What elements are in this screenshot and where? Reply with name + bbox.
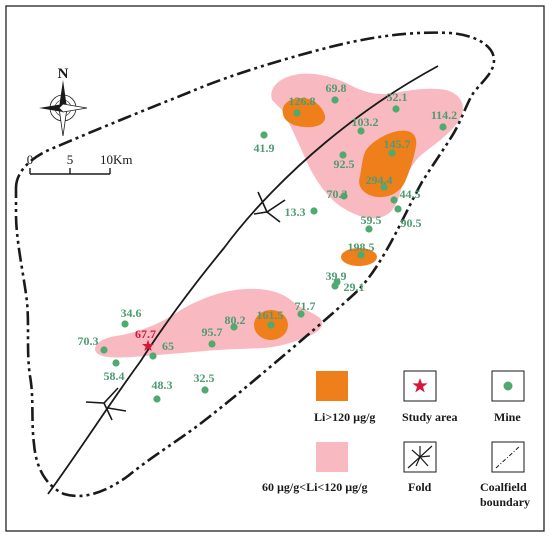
mine-dot [149, 352, 157, 360]
compass-west-needle [39, 104, 67, 112]
study-area-star [142, 339, 154, 351]
mine-dot [267, 321, 275, 329]
mine-value-label: 32.5 [194, 371, 215, 385]
mine-value-label: 80.2 [225, 313, 246, 327]
legend-fold-label: Fold [408, 480, 432, 494]
orange-zone-126 [282, 98, 326, 128]
mine-value-label: 126.8 [289, 94, 316, 108]
mine-value-label: 69.8 [326, 81, 347, 95]
orange-zone-145 [359, 130, 417, 198]
fold-symbol-south [85, 387, 127, 421]
mine-dot [331, 96, 339, 104]
legend-boundary-label-1: Coalfield [480, 480, 527, 494]
mine-dot [153, 395, 161, 403]
mine-value-label: 41.9 [254, 141, 275, 155]
mine-dot [390, 196, 398, 204]
mine-dot [201, 386, 209, 394]
mine-dot [112, 359, 120, 367]
mine-value-label: 58.4 [104, 369, 125, 383]
mine-value-label: 48.3 [152, 378, 173, 392]
mine-value-label: 70.3 [78, 334, 99, 348]
north-label: N [58, 66, 69, 82]
mine-dot [260, 131, 268, 139]
fold-symbol-north [253, 191, 286, 223]
mine-value-label: 114.2 [431, 108, 457, 122]
mine-value-label: 71.7 [295, 299, 316, 313]
map-frame [5, 5, 545, 532]
scale-label-10: 10Km [100, 152, 133, 167]
compass-east-needle [58, 103, 88, 113]
mine-dot [100, 346, 108, 354]
compass-rose: N [39, 66, 88, 137]
scale-bar: 0 5 10Km [27, 152, 133, 175]
legend-high-li-swatch [316, 371, 348, 401]
mine-dot [394, 205, 402, 213]
mine-value-label: 161.5 [257, 308, 284, 322]
fold-axis [47, 65, 439, 495]
mine-value-label: 59.5 [361, 213, 382, 227]
mine-dot [333, 278, 341, 286]
mine-dot [340, 192, 348, 200]
mine-value-label: 52.1 [387, 90, 408, 104]
scale-label-5: 5 [67, 152, 74, 167]
mine-value-label: 92.5 [334, 157, 355, 171]
mine-dot [365, 225, 373, 233]
legend: Li>120 µg/g Study area Mine 60 µg/g<Li<1… [262, 370, 530, 509]
mine-dot [439, 123, 447, 131]
legend-study-area-star [412, 378, 428, 393]
legend-boundary-line [495, 445, 521, 469]
mine-value-label: 65 [162, 339, 174, 353]
legend-study-area-label: Study area [402, 410, 457, 424]
mine-dot [357, 127, 365, 135]
scale-label-0: 0 [27, 152, 34, 167]
mine-value-label: 13.3 [285, 205, 306, 219]
mine-dot [230, 323, 238, 331]
mine-value-label: 44.5 [400, 187, 421, 201]
mine-dot [310, 207, 318, 215]
mine-value-label: 103.2 [352, 115, 379, 129]
mine-dot [388, 149, 396, 157]
legend-high-li-label: Li>120 µg/g [314, 410, 375, 424]
legend-mine-label: Mine [494, 410, 521, 424]
mine-value-label: 29.1 [344, 280, 365, 294]
mine-value-label: 90.5 [401, 216, 422, 230]
legend-fold-symbol [407, 445, 433, 469]
mine-value-label: 198.5 [348, 240, 375, 254]
mine-dot [392, 105, 400, 113]
mine-dot [293, 109, 301, 117]
mine-value-label: 95.7 [202, 325, 223, 339]
mine-value-label: 294.4 [366, 173, 393, 187]
study-area-label: 67.7 [135, 327, 156, 341]
legend-boundary-label-2: boundary [480, 495, 530, 509]
mine-layer: 126.8 69.8 52.1 114.2 103.2 41.9 92.5 145.7 294.… [78, 81, 457, 403]
mine-dot [121, 320, 129, 328]
legend-mid-li-label: 60 µg/g<Li<120 µg/g [262, 480, 368, 494]
pink-zone-south [95, 288, 323, 358]
legend-mine-dot [503, 381, 513, 391]
coalfield-boundary [14, 31, 496, 498]
mine-dot [357, 251, 365, 259]
high-lithium-zones [254, 98, 417, 340]
mine-dot [297, 310, 305, 318]
mine-value-label: 145.7 [384, 137, 411, 151]
mine-dot [339, 151, 347, 159]
mine-dot [208, 340, 216, 348]
mine-value-label: 39.9 [326, 269, 347, 283]
mine-value-label: 34.6 [121, 306, 142, 320]
mine-dot [380, 183, 388, 191]
mine-value-label: 70.3 [327, 187, 348, 201]
legend-mid-li-swatch [316, 442, 348, 472]
study-area-marker: 67.7 [135, 327, 156, 351]
